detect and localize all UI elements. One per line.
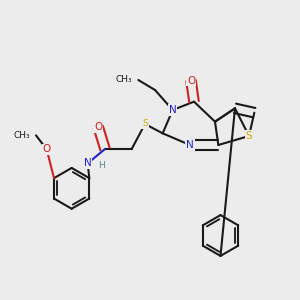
Text: CH₃: CH₃ — [116, 76, 132, 85]
Text: S: S — [246, 131, 252, 141]
Text: O: O — [187, 76, 195, 86]
Text: N: N — [186, 140, 194, 150]
Text: H: H — [98, 161, 104, 170]
Text: N: N — [84, 158, 92, 168]
Text: O: O — [94, 122, 103, 132]
Text: O: O — [43, 144, 51, 154]
Text: S: S — [142, 119, 148, 128]
Text: CH₃: CH₃ — [14, 131, 30, 140]
Text: N: N — [169, 105, 176, 115]
